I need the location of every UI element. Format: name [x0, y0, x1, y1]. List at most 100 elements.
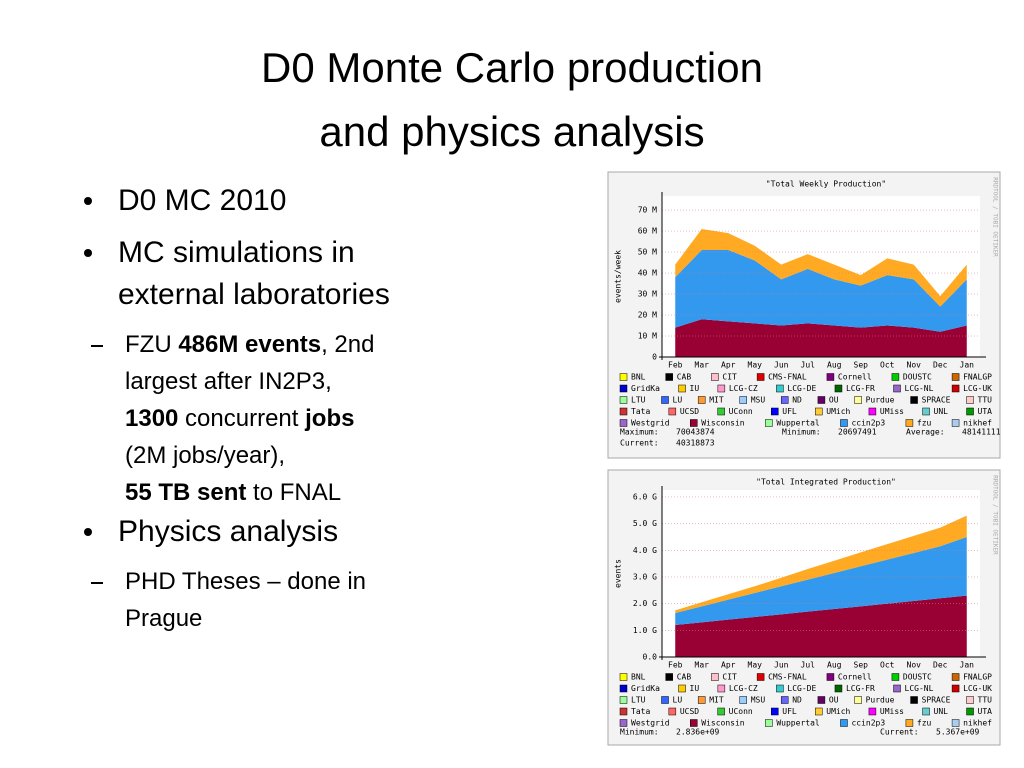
y-axis-label: events/week [614, 250, 623, 303]
legend-label: MIT [709, 696, 724, 705]
y-tick-label: 3.0 G [633, 572, 657, 581]
legend-label: LCG-DE [787, 684, 816, 693]
legend-swatch [966, 396, 974, 404]
legend-label: UMich [826, 707, 850, 716]
title-line: D0 Monte Carlo production [261, 44, 763, 91]
legend-label: Westgrid [631, 719, 670, 728]
legend-swatch [815, 407, 823, 416]
legend-swatch [951, 419, 960, 427]
legend-label: GridKa [631, 384, 660, 393]
y-tick-label: 6.0 G [633, 492, 657, 501]
legend-swatch [905, 419, 914, 427]
legend-swatch [697, 696, 706, 704]
x-tick-label: Oct [880, 361, 895, 370]
y-tick-label: 40 M [638, 269, 657, 278]
x-tick-label: Nov [907, 661, 922, 670]
y-tick-label: 4.0 G [633, 546, 657, 555]
legend-swatch [717, 707, 725, 716]
legend-swatch [893, 684, 901, 693]
legend-label: CIT [722, 673, 737, 682]
legend-swatch [817, 696, 826, 704]
legend-label: UTA [978, 707, 993, 716]
stat-label: Average: [906, 428, 945, 437]
sub-dash [91, 345, 103, 347]
sub-line: (2M jobs/year), [125, 437, 425, 474]
legend-swatch [776, 384, 784, 393]
sub-line: FZU 486M events, 2nd [125, 326, 425, 363]
legend-swatch [891, 373, 900, 381]
x-tick-label: Jun [774, 361, 789, 370]
legend-label: Cornell [838, 673, 872, 682]
legend-label: UFL [782, 707, 797, 716]
legend-swatch [826, 373, 835, 381]
stat-value: 70043874 [676, 428, 715, 437]
legend-swatch [951, 684, 960, 693]
y-tick-label: 10 M [638, 332, 657, 341]
legend-label: fzu [917, 419, 932, 428]
legend-swatch [834, 384, 843, 393]
area-series [675, 228, 967, 307]
legend-swatch [817, 396, 826, 404]
stat-label: Minimum: [620, 728, 659, 737]
legend-label: Westgrid [631, 419, 670, 428]
legend-label: LCG-CZ [729, 384, 758, 393]
legend-label: TTU [978, 396, 993, 405]
legend-label: UMiss [880, 707, 904, 716]
legend-label: Wisconsin [701, 719, 745, 728]
legend-swatch [771, 707, 779, 716]
legend-swatch [756, 673, 765, 681]
legend-swatch [619, 373, 628, 381]
legend-swatch [780, 696, 789, 704]
x-tick-label: Aug [827, 361, 842, 370]
legend-swatch [739, 696, 747, 704]
stat-value: 2.836e+09 [676, 728, 720, 737]
side-label: RRDTOOL / TOBI OETIKER [992, 475, 999, 555]
stat-value: 48141111 [962, 428, 1001, 437]
text-run: (2M jobs/year), [125, 442, 286, 469]
legend-label: OU [829, 696, 839, 705]
title-line: and physics analysis [319, 108, 705, 155]
legend-swatch [910, 396, 918, 404]
stat-label: Current: [620, 439, 659, 448]
text-run: jobs [305, 405, 355, 432]
legend-label: LTU [631, 696, 646, 705]
stat-value: 40318873 [676, 439, 715, 448]
legend-label: SPRACE [922, 696, 951, 705]
y-tick-label: 20 M [638, 311, 657, 320]
sub-line: 55 TB sent to FNAL [125, 474, 425, 511]
legend-label: ccin2p3 [851, 719, 885, 728]
y-tick-label: 0 [652, 353, 657, 362]
legend-label: CMS-FNAL [768, 673, 807, 682]
legend-label: FNALGP [963, 373, 992, 382]
legend-label: LCG-NL [905, 384, 934, 393]
legend-swatch [619, 696, 628, 704]
y-axis-label: events [614, 559, 623, 588]
legend-label: TTU [978, 696, 993, 705]
stat-value: 5.367e+09 [936, 728, 980, 737]
legend-label: BNL [631, 673, 646, 682]
legend-label: CAB [677, 673, 692, 682]
y-tick-label: 70 M [638, 206, 657, 215]
legend-swatch [661, 396, 669, 404]
legend-swatch [690, 719, 698, 727]
x-tick-label: Apr [721, 661, 736, 670]
legend-swatch [619, 684, 628, 693]
legend-label: LCG-UK [963, 684, 992, 693]
legend-swatch [711, 673, 719, 681]
x-tick-label: Oct [880, 661, 895, 670]
legend-swatch [840, 419, 848, 427]
legend-label: ND [792, 696, 802, 705]
x-tick-label: Sep [854, 361, 869, 370]
legend-swatch [739, 396, 747, 404]
legend-swatch [711, 373, 719, 381]
x-tick-label: Mar [695, 361, 710, 370]
legend-swatch [891, 673, 900, 681]
legend-label: LCG-NL [905, 684, 934, 693]
legend-label: MIT [709, 396, 724, 405]
bullet-list: D0 MC 2010 MC simulations in external lab… [78, 180, 518, 637]
x-tick-label: Feb [668, 361, 683, 370]
x-tick-label: Aug [827, 661, 842, 670]
legend-label: UCSD [680, 407, 699, 416]
bullet: D0 MC 2010 [78, 180, 468, 222]
legend-swatch [893, 384, 901, 393]
